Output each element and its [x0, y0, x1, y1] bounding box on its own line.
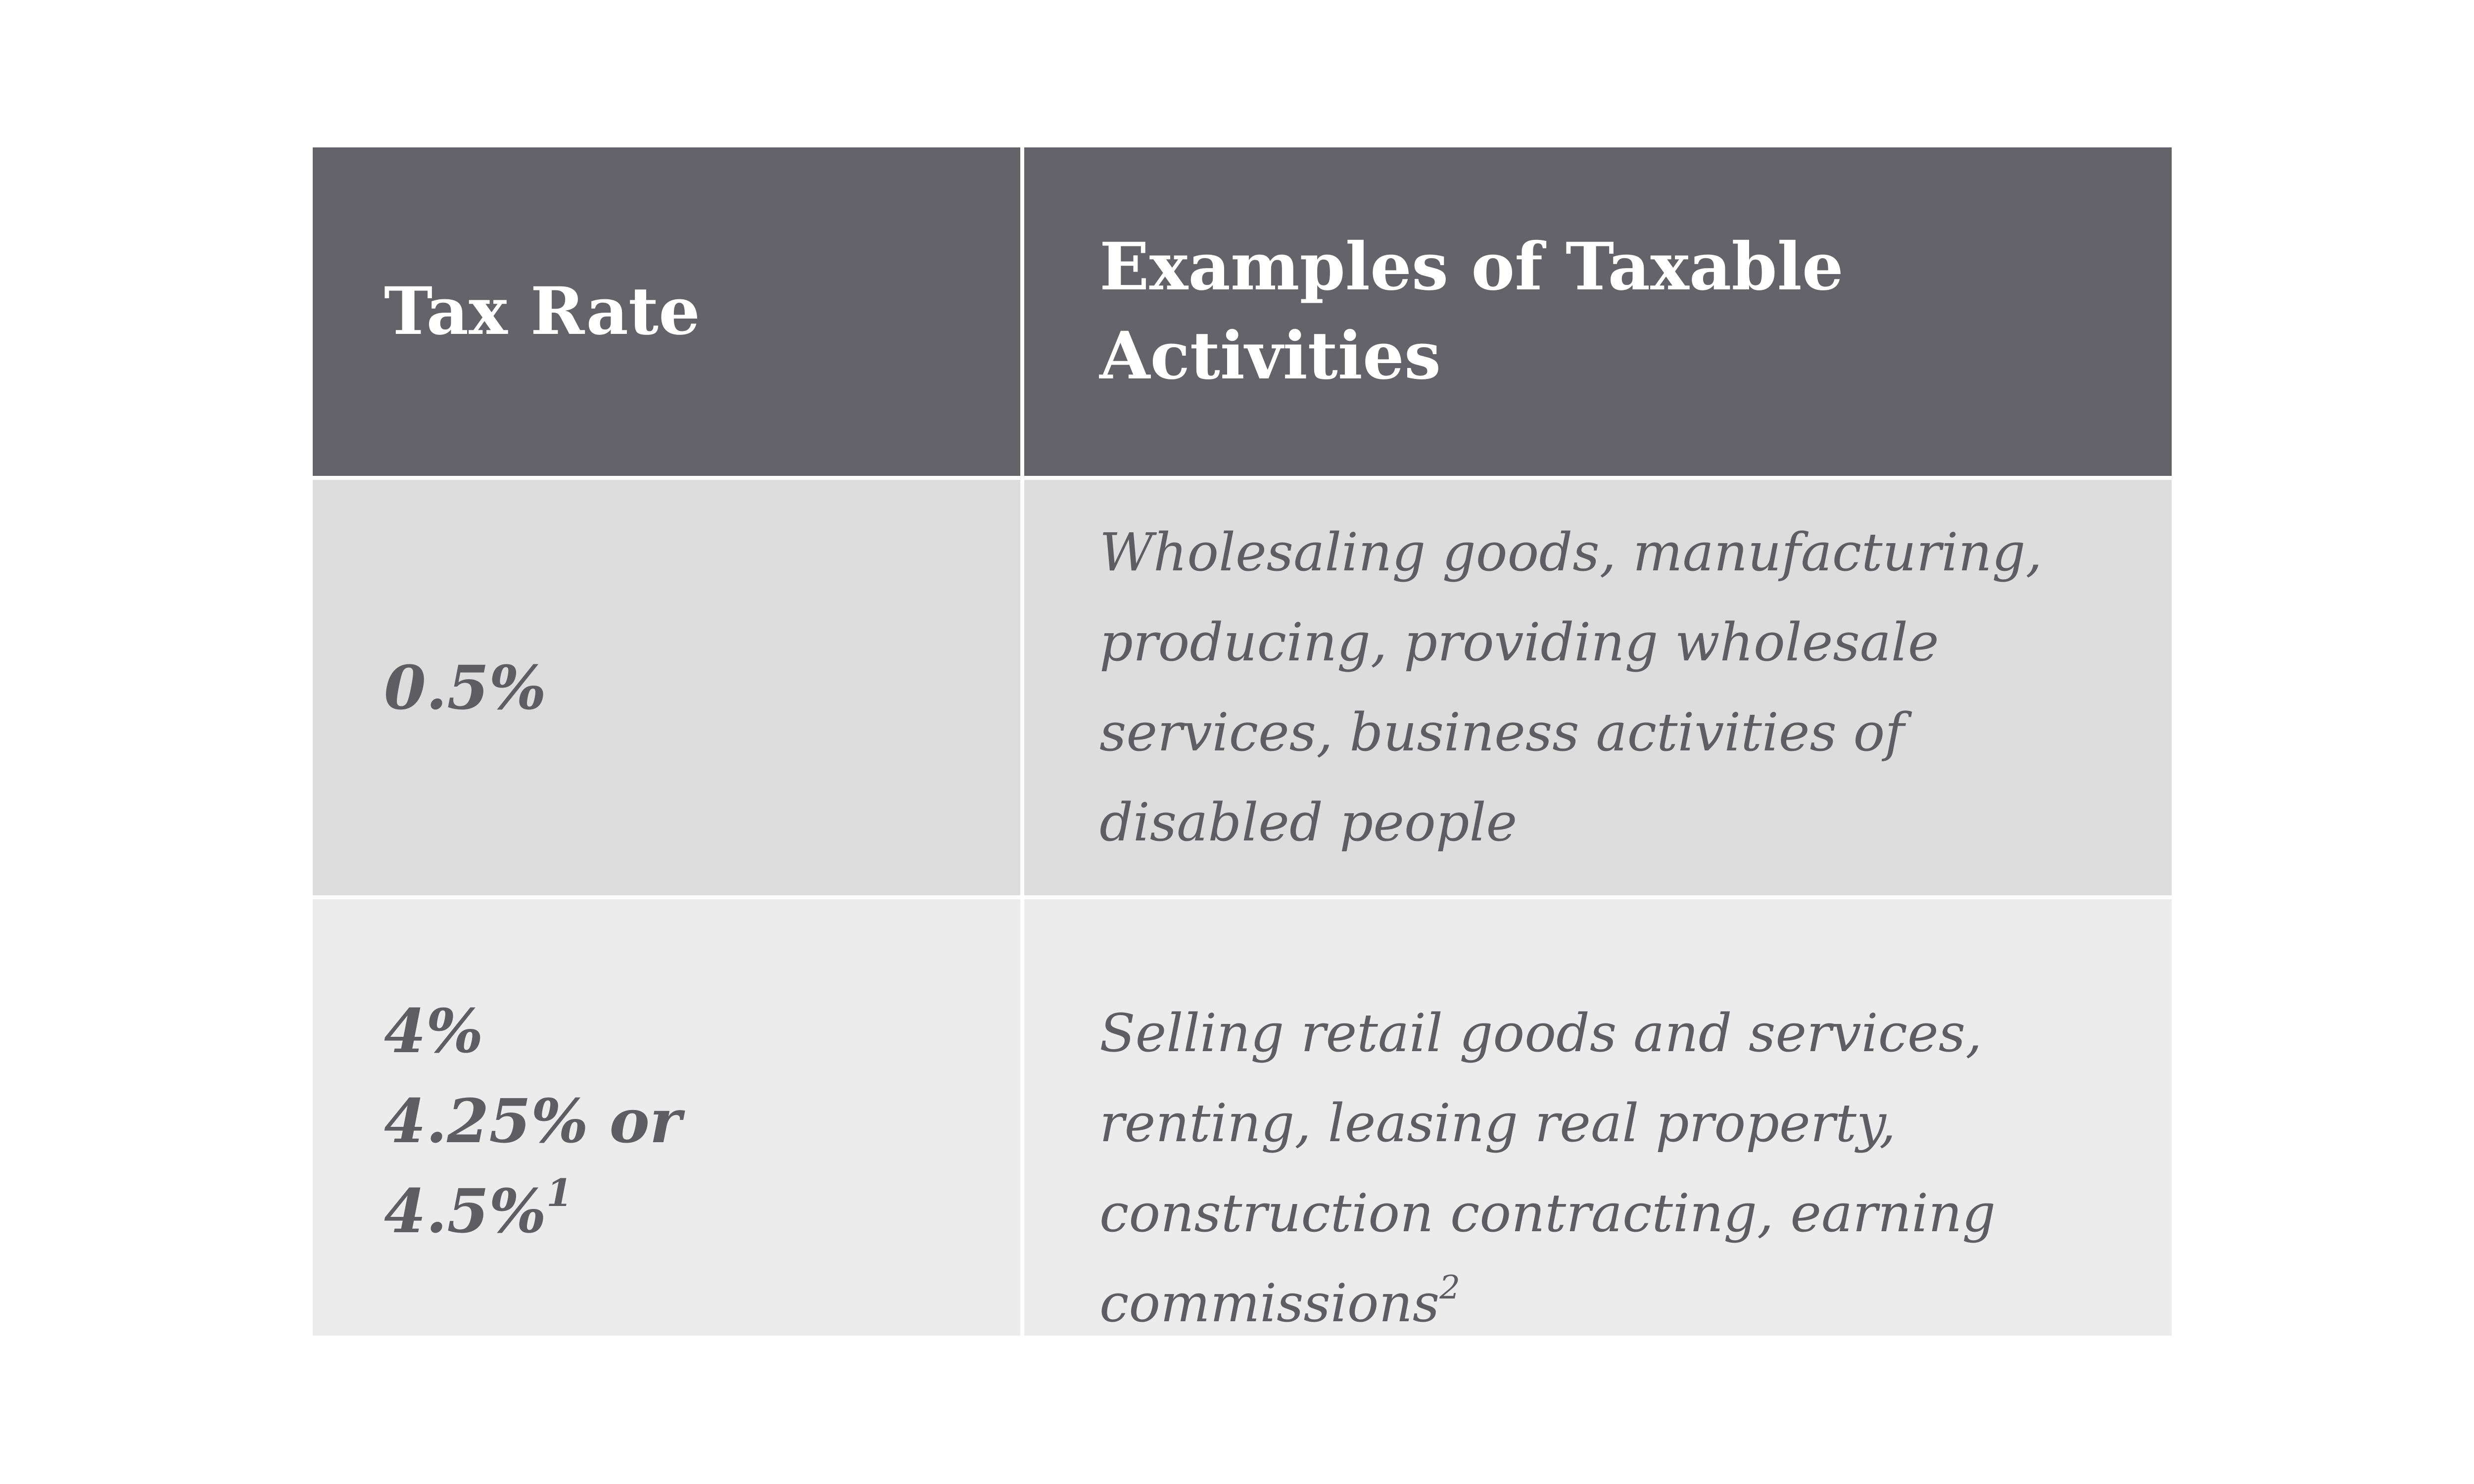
rate-value-stack: 4% 4.25% or 4.5%1	[384, 986, 681, 1256]
row-divider	[1024, 476, 2172, 480]
table-row-2-rate: 4% 4.25% or 4.5%1	[313, 899, 1020, 1336]
table-row-2-examples: Selling retail goods and services, renti…	[1024, 899, 2172, 1336]
footnote-marker: 2	[1439, 1269, 1461, 1306]
column-divider	[1020, 480, 1024, 895]
column-divider	[1020, 899, 1024, 1336]
row-divider	[1020, 476, 1024, 480]
footnote-marker: 1	[546, 1171, 572, 1215]
rate-value: 4.25% or	[384, 1085, 682, 1157]
row-divider	[313, 476, 1020, 480]
rate-value-with-footnote: 4.5%1	[384, 1166, 681, 1256]
examples-text: Selling retail goods and services, renti…	[1099, 1003, 1996, 1334]
header-examples-label: Examples of Taxable Activities	[1099, 229, 1844, 394]
row-divider	[1024, 895, 2172, 899]
column-divider	[1020, 147, 1024, 476]
tax-rate-table: Tax Rate Examples of Taxable Activities …	[313, 147, 2172, 1336]
table-row-1-examples: Wholesaling goods, manufacturing, produc…	[1024, 480, 2172, 895]
rate-value: 4%	[384, 995, 483, 1067]
header-tax-rate: Tax Rate	[313, 147, 1020, 476]
row-divider	[1020, 895, 1024, 899]
examples-text: Wholesaling goods, manufacturing, produc…	[1099, 522, 2043, 853]
table-row-1-rate: 0.5%	[313, 480, 1020, 895]
examples-text-with-footnote: Selling retail goods and services, renti…	[1099, 988, 2097, 1348]
rate-value: 0.5%	[384, 652, 547, 723]
header-tax-rate-label: Tax Rate	[384, 273, 700, 350]
header-examples: Examples of Taxable Activities	[1024, 147, 2172, 476]
rate-value: 4.5%	[384, 1175, 547, 1247]
row-divider	[313, 895, 1020, 899]
